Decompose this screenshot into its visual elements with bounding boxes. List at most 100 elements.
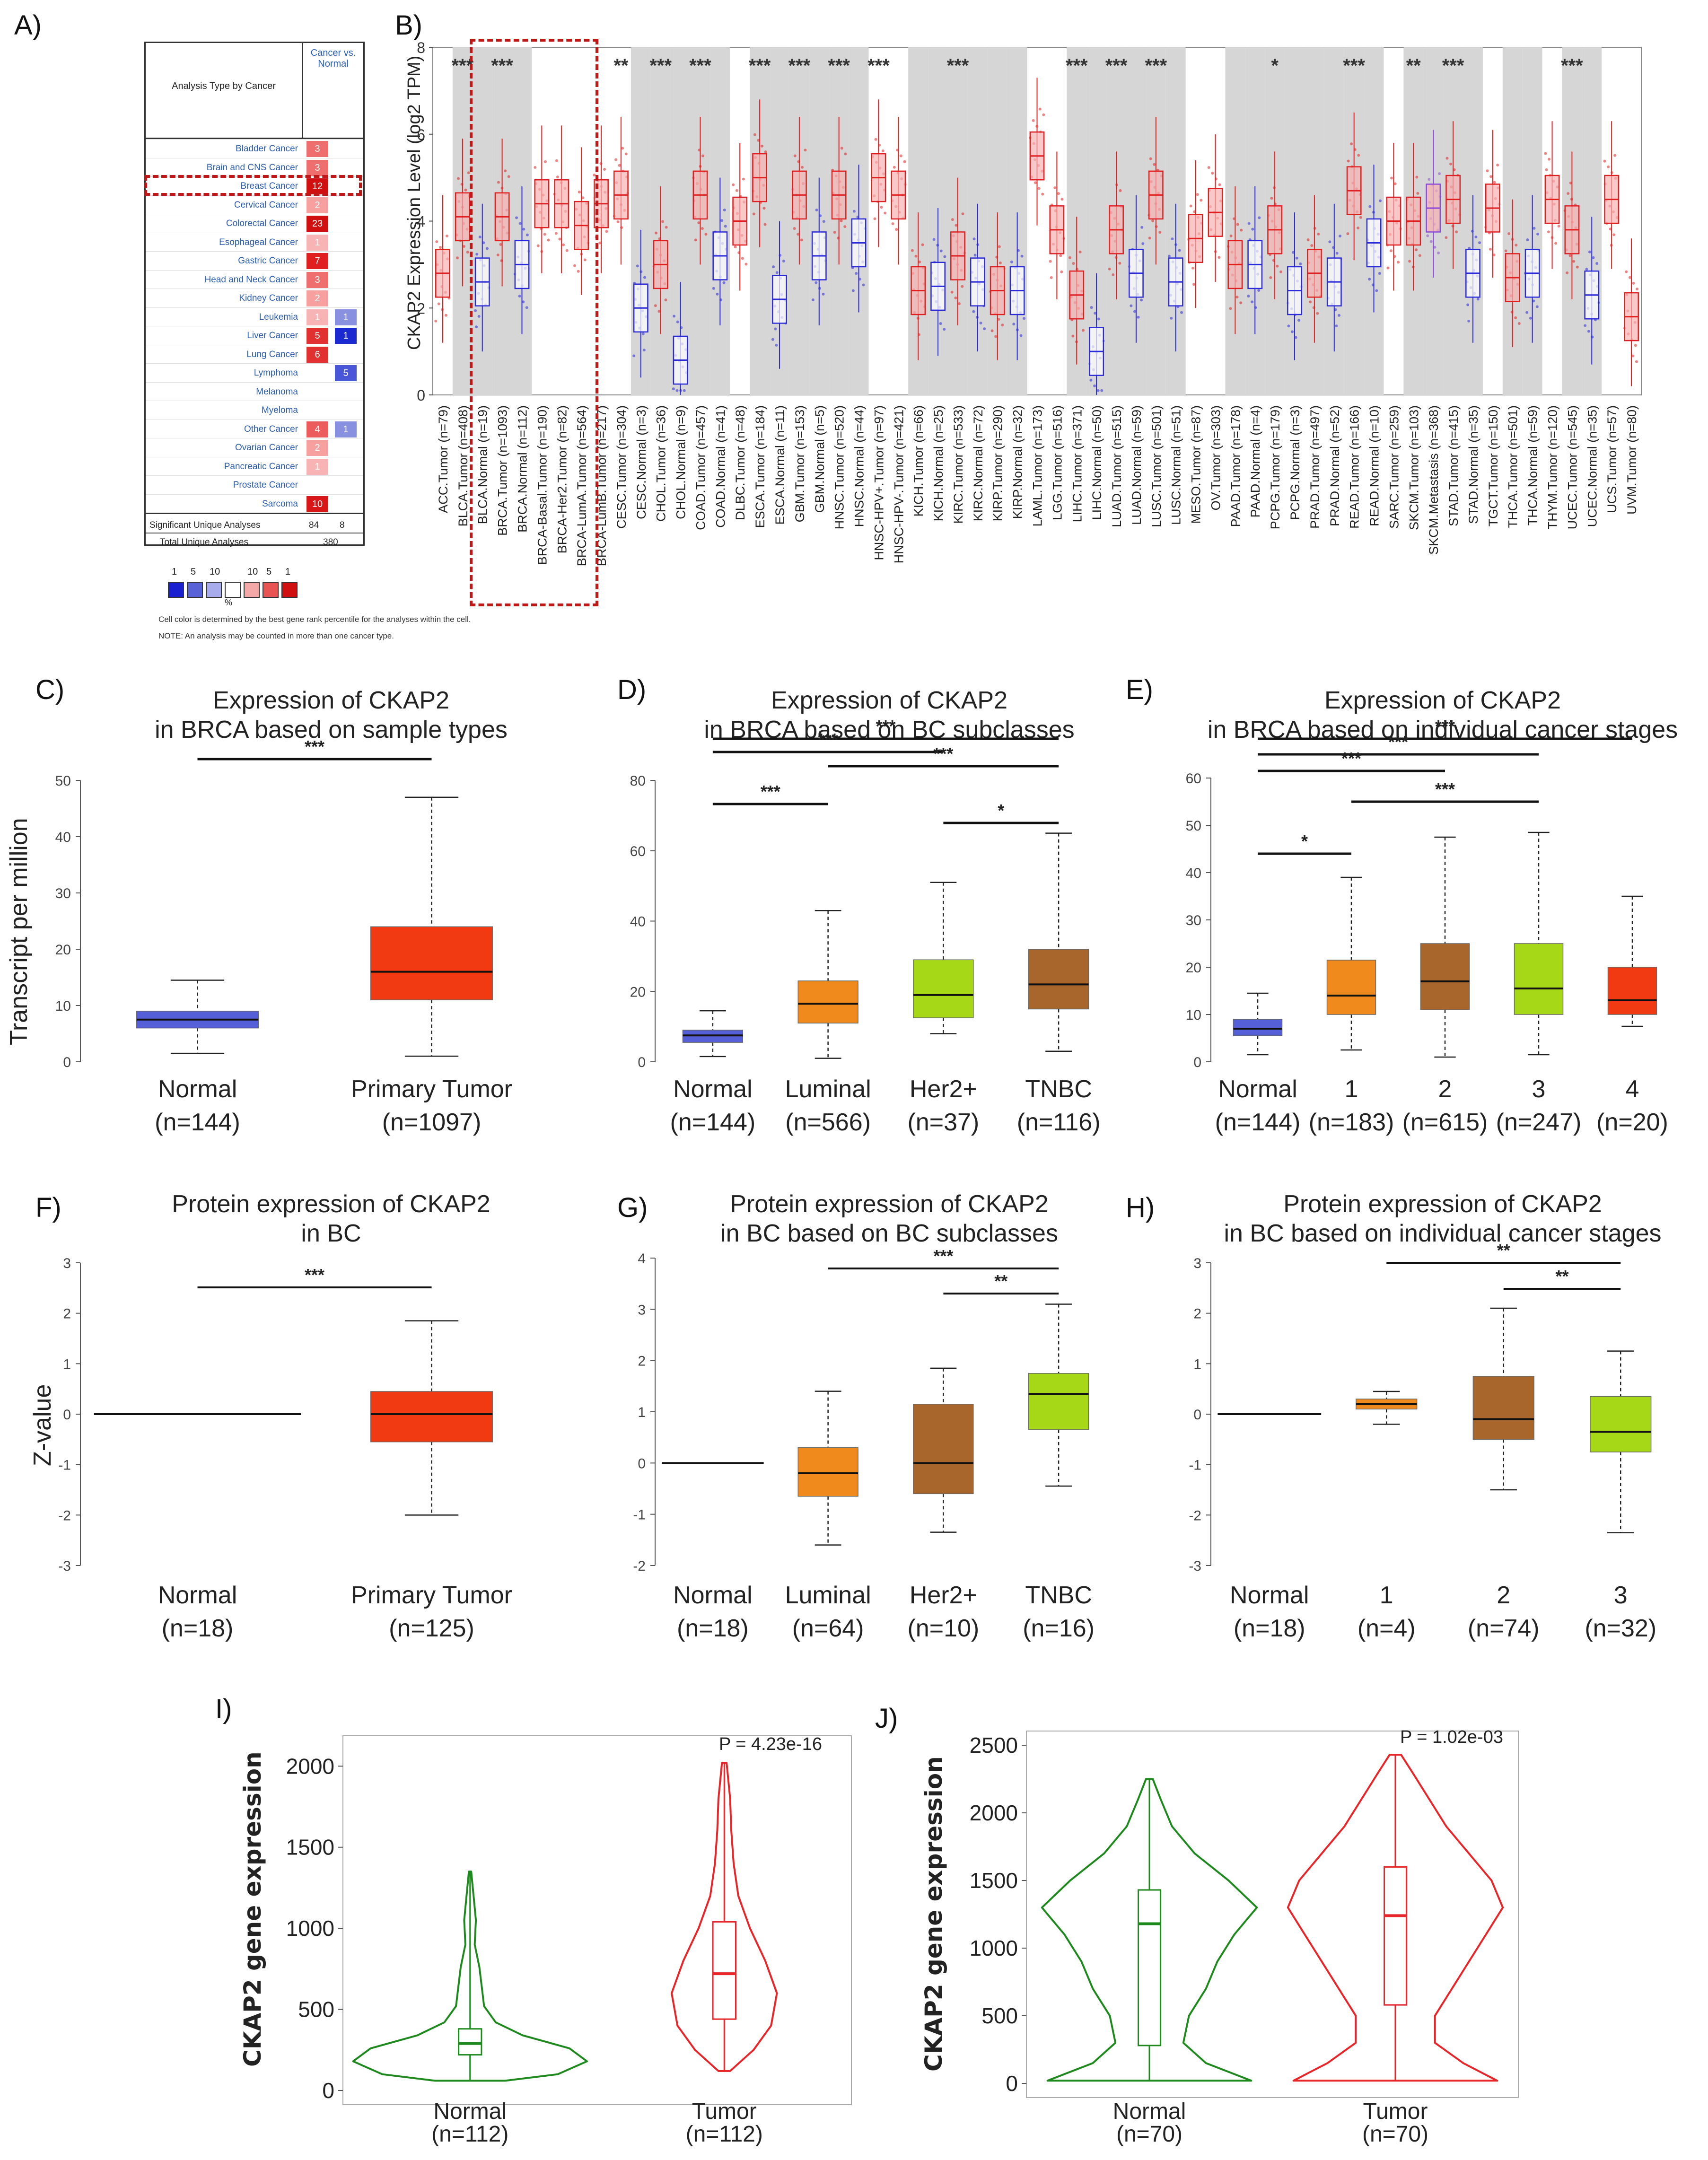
x-tick-label: BRCA-Basal.Tumor (n=190)	[535, 405, 549, 565]
data-point	[497, 181, 500, 184]
data-point	[1572, 260, 1576, 263]
x-category-count: (n=566)	[785, 1109, 871, 1136]
x-category-label: 1	[1345, 1076, 1358, 1103]
legend-tick: 10	[247, 567, 258, 577]
data-point	[435, 240, 438, 244]
data-point	[555, 159, 558, 162]
row-cancer-name: Other Cancer	[244, 424, 298, 434]
data-point	[515, 216, 518, 219]
data-point	[446, 234, 449, 237]
y-tick-label: 0	[1193, 1055, 1201, 1070]
panel-j-chart: 05001000150020002500Normal(n=70)Tumor(n=…	[970, 1727, 1519, 2147]
data-point	[914, 254, 918, 258]
x-tick-label: LUAD.Tumor (n=515)	[1110, 405, 1124, 527]
significant-row: Significant Unique Analyses	[146, 516, 302, 534]
significance-marker: ***	[649, 55, 672, 76]
data-point	[1316, 312, 1319, 315]
data-point	[1096, 389, 1100, 392]
data-point	[683, 389, 686, 392]
data-point	[1585, 268, 1588, 271]
data-point	[1339, 235, 1342, 238]
data-point	[775, 343, 778, 347]
data-point	[1060, 198, 1064, 201]
data-point	[605, 230, 608, 233]
x-tick-label: PCPG.Tumor (n=179)	[1268, 405, 1282, 529]
data-point	[1368, 278, 1371, 281]
y-tick-label: 4	[638, 1251, 646, 1267]
oncomine-table: Analysis Type by Cancer Cancer vs. Norma…	[144, 42, 365, 547]
x-category-count: (n=18)	[162, 1615, 234, 1642]
y-tick-label: 30	[1186, 913, 1201, 928]
data-point	[994, 335, 998, 338]
significance-marker: ***	[828, 55, 850, 76]
x-tick-label: TGCT.Tumor (n=150)	[1486, 405, 1500, 526]
data-point	[1529, 316, 1532, 320]
x-category-label: Normal	[1113, 2099, 1186, 2124]
y-tick-label: 40	[55, 830, 71, 845]
data-point	[1140, 298, 1143, 302]
data-point	[793, 227, 796, 230]
x-tick-label: KIRC.Tumor (n=533)	[951, 405, 965, 524]
data-point	[534, 166, 537, 169]
data-point	[1133, 310, 1136, 313]
row-cancer-name: Cervical Cancer	[234, 200, 298, 210]
row-up-cell: 23	[307, 216, 328, 232]
x-category-label: 1	[1380, 1582, 1393, 1609]
data-point	[1613, 154, 1617, 157]
table-row: Head and Neck Cancer 3	[146, 270, 363, 289]
x-category-count: (n=70)	[1116, 2122, 1182, 2147]
data-point	[1467, 319, 1471, 323]
data-point	[1478, 241, 1481, 245]
row-up-cell: 3	[307, 141, 328, 157]
significance-marker: ***	[947, 55, 969, 76]
significance-marker: ***	[788, 55, 811, 76]
data-point	[618, 164, 621, 167]
data-point	[1584, 324, 1587, 327]
data-point	[1287, 324, 1290, 328]
y-tick-label: 20	[630, 984, 646, 1000]
data-point	[1567, 192, 1570, 195]
data-point	[1389, 249, 1393, 253]
x-category-label: 2	[1438, 1076, 1452, 1103]
data-point	[1533, 227, 1536, 230]
data-point	[1357, 154, 1360, 157]
significance-marker: *	[1301, 831, 1308, 851]
data-point	[723, 208, 726, 211]
data-point	[1229, 307, 1232, 310]
data-point	[504, 169, 507, 173]
x-category-count: (n=64)	[792, 1615, 864, 1642]
table-row: Ovarian Cancer 2	[146, 438, 363, 457]
significance-marker: **	[994, 1271, 1007, 1291]
box	[1420, 943, 1470, 1010]
x-category-count: (n=16)	[1023, 1615, 1095, 1642]
data-point	[735, 189, 738, 192]
row-cancer-name: Pancreatic Cancer	[224, 461, 298, 472]
significance-marker: ***	[1435, 779, 1455, 799]
y-tick-label: 40	[630, 914, 646, 930]
panel-f-title: Protein expression of CKAP2 in BC	[118, 1189, 544, 1248]
data-point	[1042, 113, 1045, 116]
data-point	[457, 177, 460, 180]
x-tick-label: THYM.Tumor (n=120)	[1546, 405, 1560, 529]
data-point	[1517, 322, 1521, 325]
x-tick-label: HNSC-HPV-.Tumor (n=421)	[892, 405, 906, 563]
panel-f-title-line2: in BC	[301, 1220, 361, 1247]
data-point	[573, 264, 577, 267]
data-point	[1247, 295, 1250, 298]
box	[1590, 1396, 1652, 1452]
row-cancer-name: Head and Neck Cancer	[204, 274, 298, 285]
data-point	[543, 160, 547, 163]
y-tick-label: -1	[1189, 1458, 1201, 1473]
x-tick-label: BRCA.Tumor (n=1093)	[496, 405, 510, 536]
x-category-count: (n=18)	[1234, 1615, 1305, 1642]
table-row: Sarcoma 10	[146, 494, 363, 513]
x-tick-label: UCEC.Normal (n=35)	[1585, 405, 1599, 527]
x-category-count: (n=37)	[907, 1109, 979, 1136]
data-point	[577, 270, 580, 273]
row-up-cell: 4	[307, 421, 328, 437]
data-point	[1178, 249, 1181, 252]
panel-g-label: G)	[617, 1192, 648, 1223]
data-point	[1229, 234, 1233, 237]
legend-color-box	[244, 582, 260, 598]
data-point	[463, 245, 466, 248]
